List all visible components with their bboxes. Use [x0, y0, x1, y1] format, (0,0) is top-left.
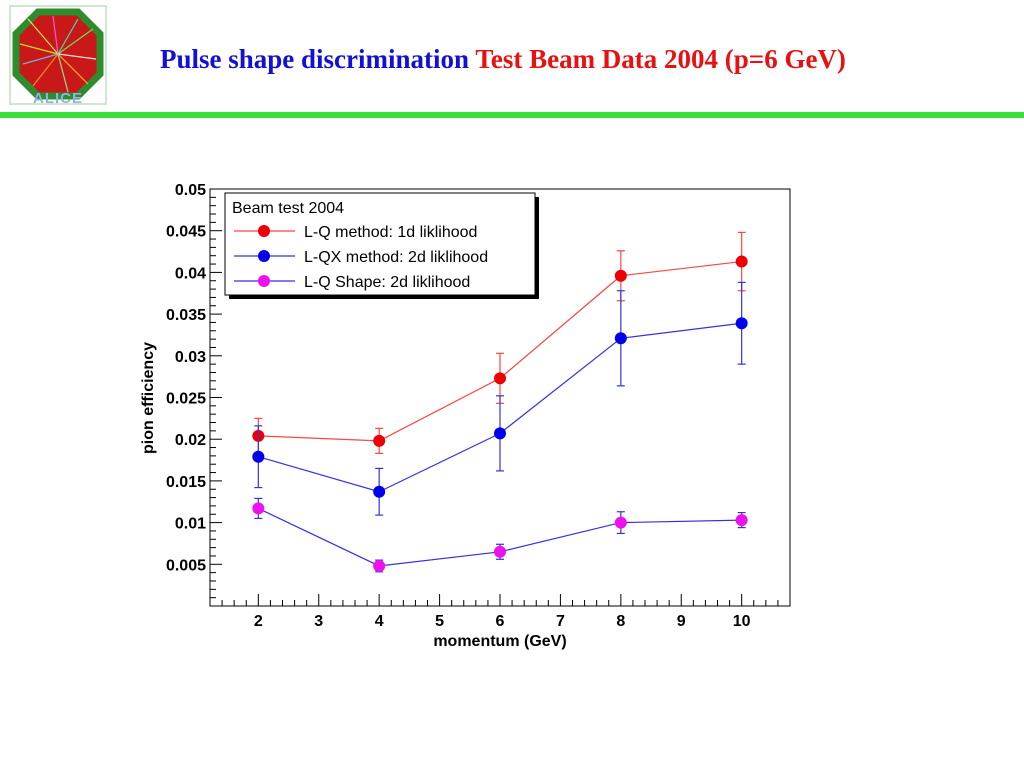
- x-tick-label: 6: [496, 613, 505, 630]
- y-tick-label: 0.045: [166, 224, 206, 241]
- legend-marker: [258, 225, 270, 237]
- data-point: [373, 559, 386, 572]
- x-tick-label: 2: [254, 613, 263, 630]
- y-tick-label: 0.05: [175, 182, 206, 199]
- x-axis-ticks: 2 3 4 5 6 7 8 9 10: [209, 594, 791, 630]
- data-point: [735, 255, 748, 268]
- legend-marker: [258, 275, 270, 287]
- logo-text: ALICE: [33, 90, 83, 107]
- data-point: [614, 332, 627, 345]
- y-tick-label: 0.01: [175, 516, 206, 533]
- y-tick-label: 0.025: [166, 391, 206, 408]
- legend-box: [224, 192, 536, 296]
- alice-logo: [9, 5, 107, 105]
- data-point: [252, 450, 265, 463]
- series-2: [252, 281, 748, 516]
- y-tick-label: 0.04: [175, 265, 206, 282]
- page-title: Pulse shape discrimination Test Beam Dat…: [160, 44, 846, 75]
- legend-entry-label: L-Q Shape: 2d liklihood: [304, 274, 470, 291]
- legend-marker: [258, 250, 270, 262]
- series-3: [252, 497, 748, 573]
- x-tick-label: 5: [435, 613, 444, 630]
- x-tick-label: 9: [677, 613, 686, 630]
- data-point: [494, 427, 506, 440]
- pion-efficiency-chart: 0.005 0.01 0.015 0.02 0.025 0.03 0.035 0.04 0.04…: [140, 182, 791, 650]
- y-tick-label: 0.005: [166, 557, 206, 574]
- y-axis-ticks: 0.005 0.01 0.015 0.02 0.025 0.03 0.035 0.04 0.04…: [166, 182, 222, 599]
- legend-entry-label: L-QX method: 2d liklihood: [304, 249, 488, 266]
- x-tick-label: 7: [556, 613, 565, 630]
- x-tick-label: 10: [733, 613, 751, 630]
- y-tick-label: 0.03: [175, 349, 206, 366]
- series-1: [252, 231, 748, 454]
- y-tick-label: 0.02: [175, 432, 206, 449]
- title-part-2: Test Beam Data 2004 (p=6 GeV): [475, 44, 846, 74]
- data-point: [373, 485, 386, 498]
- data-point: [494, 545, 506, 558]
- legend-entry-label: L-Q method: 1d liklihood: [304, 224, 477, 241]
- data-point: [373, 434, 386, 447]
- y-axis-label: pion efficiency: [140, 342, 157, 454]
- series-layer: [252, 231, 748, 573]
- title-part-1: Pulse shape discrimination: [160, 44, 470, 74]
- data-point: [494, 372, 506, 385]
- data-point: [614, 516, 627, 529]
- x-tick-label: 8: [616, 613, 625, 630]
- legend: Beam test 2004 L-Q method: 1d liklihood L…: [224, 192, 539, 299]
- header-divider: [0, 112, 1024, 118]
- data-point: [735, 514, 748, 527]
- data-point: [614, 269, 627, 282]
- data-point: [252, 502, 265, 515]
- x-tick-label: 4: [375, 613, 384, 630]
- y-tick-label: 0.015: [166, 474, 206, 491]
- data-point: [735, 317, 748, 330]
- legend-title: Beam test 2004: [232, 200, 344, 217]
- x-axis-label: momentum (GeV): [433, 633, 566, 650]
- y-tick-label: 0.035: [166, 307, 206, 324]
- x-tick-label: 3: [314, 613, 323, 630]
